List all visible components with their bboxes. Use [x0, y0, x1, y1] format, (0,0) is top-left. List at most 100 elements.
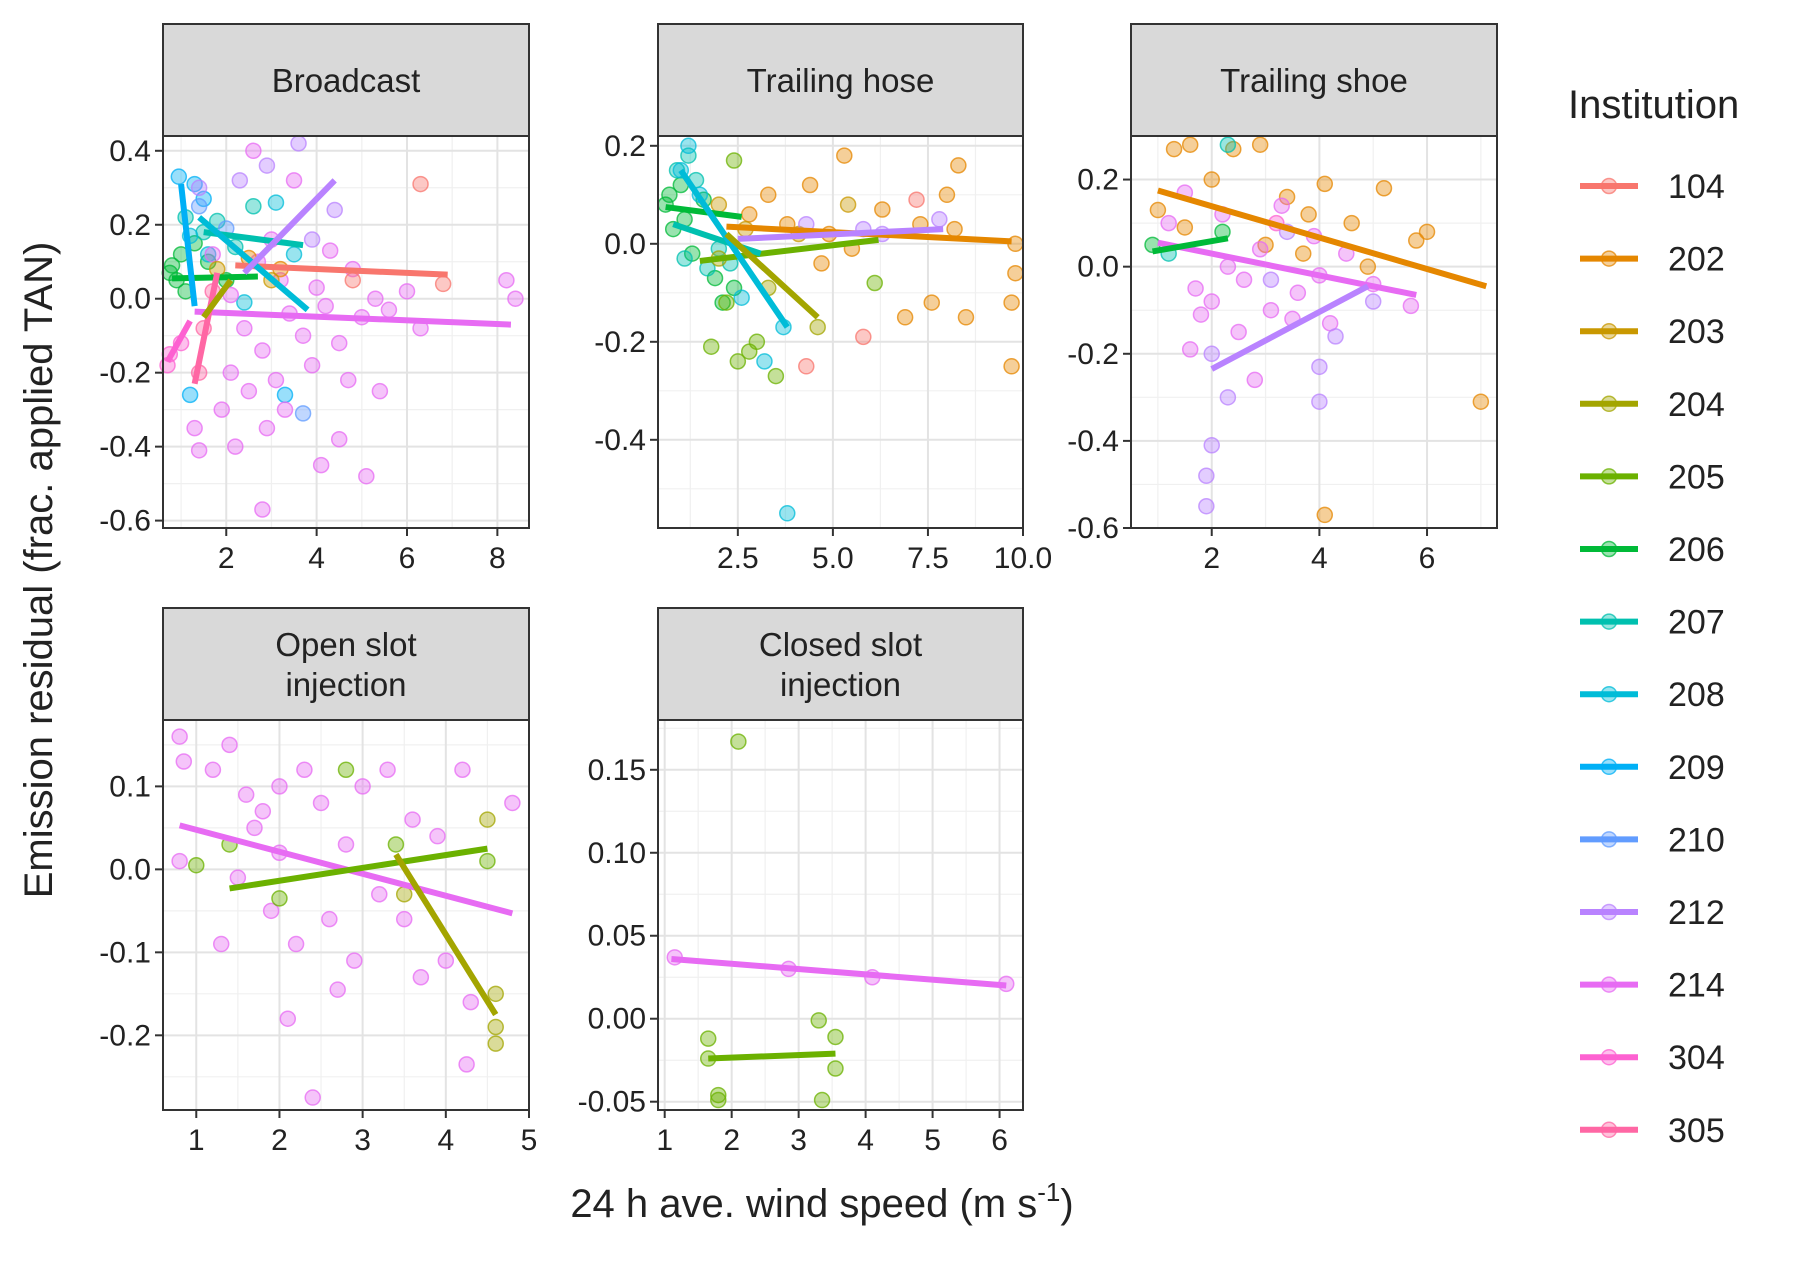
data-point-202 [938, 186, 956, 204]
data-point-214 [1402, 297, 1420, 315]
data-point-210 [190, 198, 208, 215]
y-tick-label: 0.0 [604, 228, 646, 261]
data-point-212 [1198, 467, 1215, 484]
legend-items: 104 202 203 204 205 206 207 208 209 210 212 214 304 3… [1580, 168, 1725, 1150]
data-point-202 [1343, 214, 1360, 232]
data-point-214 [337, 836, 355, 853]
data-point-202 [760, 186, 777, 204]
x-tick-label: 2 [218, 542, 235, 575]
data-point-202 [1149, 201, 1167, 219]
legend-title: Institution [1568, 83, 1739, 127]
data-point-205 [827, 1028, 844, 1046]
data-point-202 [1003, 358, 1020, 375]
data-point-210 [294, 405, 312, 422]
data-point-208 [236, 294, 253, 311]
data-point-214 [358, 467, 375, 485]
legend-label: 202 [1668, 241, 1725, 279]
y-tick-label: 0.0 [109, 853, 151, 886]
data-point-212 [326, 201, 343, 219]
strip-broadcast [162, 23, 530, 137]
data-point-214 [498, 271, 515, 289]
panel-broadcast: Broadcast 2 4 6 8 0.4 0.2 0.0 -0.2 -0.4 -0.6 [99, 23, 530, 575]
trend-line-104 [235, 262, 448, 278]
data-point-214 [329, 981, 346, 998]
data-point-214 [312, 794, 330, 812]
plot-area [163, 136, 529, 528]
legend-item-212: 212 [1580, 894, 1725, 932]
data-point-204 [479, 811, 496, 828]
data-point-205 [748, 333, 766, 351]
data-point-209 [181, 386, 199, 404]
y-tick-label: -0.6 [99, 505, 151, 538]
legend-label: 104 [1668, 168, 1725, 206]
data-point-202 [896, 309, 914, 326]
trend-line-208 [678, 168, 790, 329]
data-point-208 [267, 194, 285, 211]
data-point-212 [1327, 328, 1344, 345]
data-point-202 [1278, 188, 1296, 206]
data-point-214 [458, 1056, 475, 1073]
y-tick-label: 0.00 [588, 1003, 646, 1036]
data-point-214 [267, 371, 285, 389]
data-point-214 [321, 910, 338, 928]
data-point-214 [454, 761, 471, 779]
data-point-214 [404, 811, 421, 828]
data-point-214 [330, 430, 348, 448]
data-point-214 [317, 297, 334, 315]
legend-item-208: 208 [1580, 676, 1725, 714]
legend-item-207: 207 [1580, 604, 1725, 642]
data-point-212 [1198, 497, 1215, 515]
data-point-208 [285, 246, 303, 263]
data-point-205 [699, 1030, 717, 1047]
data-point-204 [487, 1035, 504, 1052]
data-point-214 [346, 952, 363, 969]
data-point-212 [1262, 271, 1280, 288]
data-point-212 [290, 135, 307, 152]
data-point-202 [1251, 136, 1269, 153]
data-point-214 [340, 371, 357, 389]
data-point-205 [271, 890, 288, 907]
data-point-214 [395, 910, 413, 928]
legend-key-point [1600, 758, 1618, 776]
legend-key-point [1600, 540, 1618, 558]
data-point-214 [330, 334, 348, 352]
legend-key-point [1600, 1048, 1618, 1066]
x-tick-label: 2 [271, 1124, 288, 1157]
y-tick-label: 0.1 [109, 770, 151, 803]
legend-item-305: 305 [1580, 1112, 1725, 1150]
y-tick-label: -0.4 [99, 431, 151, 464]
legend-key-point [1600, 903, 1618, 921]
plot-area [163, 720, 529, 1110]
legend-key-point [1600, 322, 1618, 340]
strip-title: injection [285, 666, 406, 703]
legend-key-point [1600, 177, 1618, 195]
y-tick-label: 0.0 [1077, 251, 1119, 284]
x-tick-label: 6 [991, 1124, 1008, 1157]
legend-key-point [1600, 976, 1618, 993]
data-point-214 [285, 172, 303, 189]
legend-item-210: 210 [1580, 821, 1725, 859]
x-tick-label: 3 [354, 1124, 371, 1157]
legend-label: 207 [1668, 604, 1725, 642]
data-point-214 [507, 290, 524, 307]
trend-line-212 [737, 226, 944, 242]
data-point-202 [950, 157, 967, 174]
x-tick-label: 5 [521, 1124, 538, 1157]
data-point-205 [188, 856, 205, 874]
x-tick-label: 4 [437, 1124, 454, 1157]
data-point-205 [725, 152, 743, 169]
x-tick-label: 10.0 [994, 542, 1052, 575]
trend-line-209 [178, 183, 198, 307]
data-point-214 [1187, 280, 1204, 297]
x-tick-label: 6 [399, 542, 416, 575]
data-point-214 [186, 419, 203, 437]
data-point-214 [271, 778, 288, 795]
data-point-214 [429, 827, 446, 845]
data-point-202 [1316, 175, 1334, 193]
y-tick-label: -0.2 [594, 326, 646, 359]
x-tick-label: 1 [188, 1124, 205, 1157]
trend-line-205 [229, 845, 488, 892]
data-point-205 [479, 852, 496, 870]
legend-item-204: 204 [1580, 386, 1725, 424]
